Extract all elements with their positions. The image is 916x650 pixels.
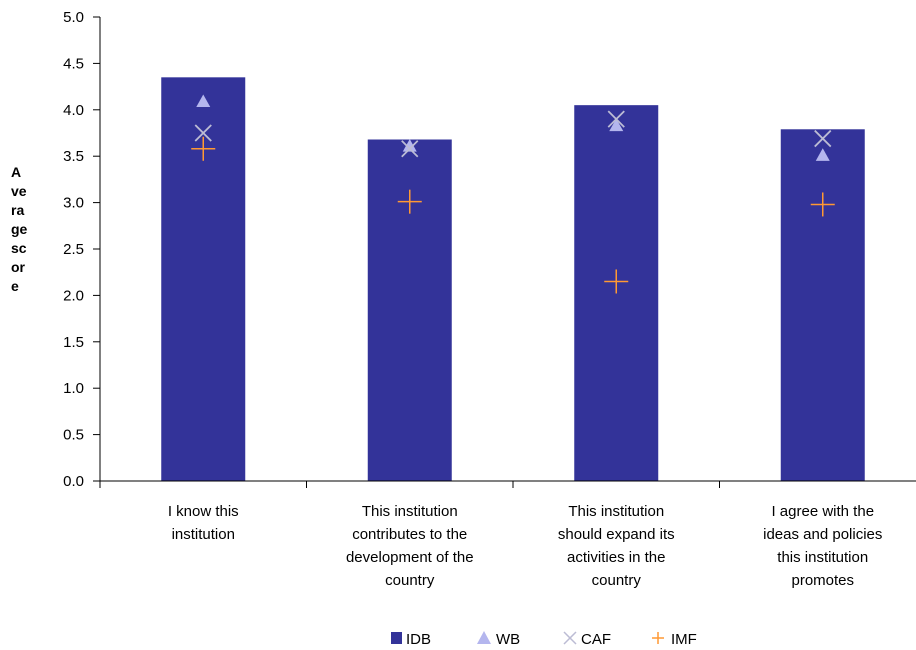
marker-caf-stroke [194,124,212,142]
x-category-label-line: ideas and policies [763,526,882,543]
y-axis-label-line: e [11,278,19,294]
y-axis-label-line: ra [11,202,24,218]
x-axis-category-labels: I know this institution This institution co… [168,503,883,589]
y-axis-label-line: ge [11,221,28,237]
y-tick-label: 2.0 [63,287,84,304]
y-tick-label: 1.5 [63,334,84,351]
x-category-label-line: development of the [346,549,474,566]
marker-imf [604,269,629,294]
x-category-label-line: promotes [791,572,854,589]
y-tick-label: 0.5 [63,427,84,444]
bar-idb [780,129,865,481]
y-axis-label-line: or [11,259,26,275]
x-category-label-line: country [385,572,435,589]
legend-marker-wb [477,631,491,644]
y-tick-label: 1.0 [63,380,84,397]
x-category-label-line: This institution [362,503,458,520]
marker-caf-stroke [814,129,832,148]
legend-marker-caf [563,631,577,645]
x-category-label-line: institution [172,526,235,543]
y-tick-label: 0.0 [63,473,84,490]
x-category-label-line: This institution [568,503,664,520]
legend-marker-idb [391,632,402,644]
y-tick-label: 2.5 [63,241,84,258]
legend-marker-stroke [563,631,577,645]
y-axis-label: Ave ra ge sc or e [11,164,28,294]
y-axis-label-line: ve [11,183,27,199]
legend-label-caf: CAF [581,631,611,648]
marker-imf [191,136,216,161]
legend-label-idb: IDB [406,631,431,648]
x-category-label-line: country [592,572,642,589]
x-category-label-line: activities in the [567,549,665,566]
legend-label-imf: IMF [671,631,697,648]
marker-caf [607,110,625,128]
axes [99,17,916,488]
marker-caf-stroke [401,140,419,158]
y-axis-label-line: A [11,164,21,180]
marker-imf [810,192,835,217]
marker-caf [194,124,212,142]
marker-wb [815,148,830,161]
marker-imf [397,189,422,214]
legend-marker-imf [652,632,664,644]
y-axis-ticks: 0.0 0.5 1.0 1.5 2.0 2.5 3.0 3.5 4.0 4.5 5.0 [63,9,100,490]
x-category-label-line: should expand its [558,526,675,543]
y-tick-label: 5.0 [63,9,84,26]
y-tick-label: 4.5 [63,55,84,72]
y-tick-label: 4.0 [63,102,84,119]
x-category-label-line: I know this [168,503,239,520]
marker-caf-stroke [607,110,625,128]
x-category-label-line: I agree with the [771,503,874,520]
marker-wb [609,118,624,132]
legend: IDB WB CAF IMF [391,631,697,648]
marker-wb [196,94,211,108]
y-tick-label: 3.5 [63,148,84,165]
x-category-label-line: this institution [777,549,868,566]
marker-wb [402,138,417,152]
idb-bars [161,77,865,481]
x-category-label-line: contributes to the [352,526,467,543]
legend-label-wb: WB [496,631,520,648]
marker-caf [814,129,832,148]
y-tick-label: 3.0 [63,195,84,212]
y-axis-label-line: sc [11,240,27,256]
series-markers [191,94,835,294]
marker-caf [401,140,419,158]
